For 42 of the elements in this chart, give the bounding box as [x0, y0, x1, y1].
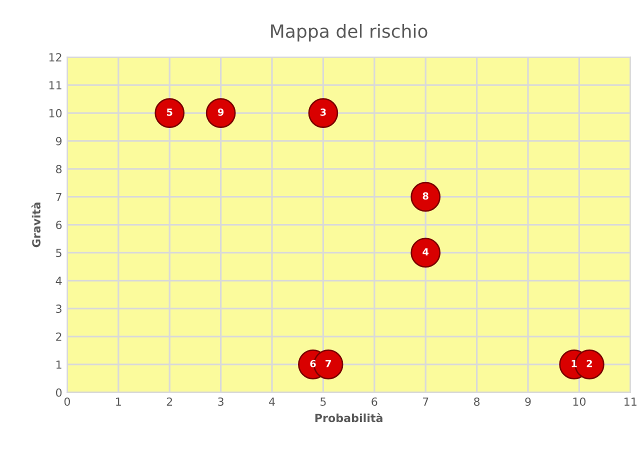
y-tick-label: 9: [56, 136, 62, 146]
x-tick-label: 4: [269, 398, 275, 406]
y-tick-label: 11: [49, 81, 62, 90]
y-tick-label: 8: [56, 164, 62, 174]
chart-title: Mappa del rischio: [271, 24, 428, 42]
annotation: 4: [422, 248, 429, 256]
annotation: 9: [218, 108, 224, 116]
x-tick-label: 3: [218, 397, 224, 406]
x-axis-title: Probabilità: [315, 413, 382, 422]
point: [308, 98, 338, 128]
annotation: 7: [326, 360, 331, 368]
x-tick-label: 8: [474, 397, 480, 406]
point: [154, 98, 185, 128]
y-tick-label: 1: [56, 360, 62, 369]
point: [410, 182, 441, 212]
y-tick-label: 10: [49, 109, 62, 118]
annotation: 1: [572, 360, 577, 368]
y-tick-label: 12: [49, 53, 62, 62]
x-tick-label: 6: [372, 397, 378, 406]
y-tick-label: 7: [56, 192, 62, 202]
x-tick-label: 11: [624, 398, 636, 406]
y-axis-title: Gravità: [31, 202, 40, 248]
y-tick-label: 3: [56, 304, 62, 313]
annotation: 5: [166, 108, 172, 116]
x-tick-label: 0: [64, 397, 70, 406]
point: [410, 238, 441, 268]
x-tick-label: 5: [320, 398, 326, 406]
x-tick-label: 2: [166, 397, 172, 406]
annotation: 2: [586, 360, 592, 368]
point: [206, 98, 236, 128]
x-tick-label: 10: [573, 397, 586, 406]
y-tick-label: 0: [56, 388, 62, 397]
x-tick-label: 7: [422, 398, 428, 406]
annotation: 8: [422, 192, 428, 200]
y-tick-label: 4: [56, 276, 62, 285]
x-tick-label: 9: [525, 397, 531, 406]
x-tick-label: 1: [116, 398, 121, 406]
y-tick-label: 5: [56, 248, 62, 258]
y-tick-label: 2: [56, 332, 62, 341]
y-tick-label: 6: [56, 220, 62, 230]
annotation: 3: [320, 108, 326, 116]
annotation: 6: [310, 360, 316, 368]
